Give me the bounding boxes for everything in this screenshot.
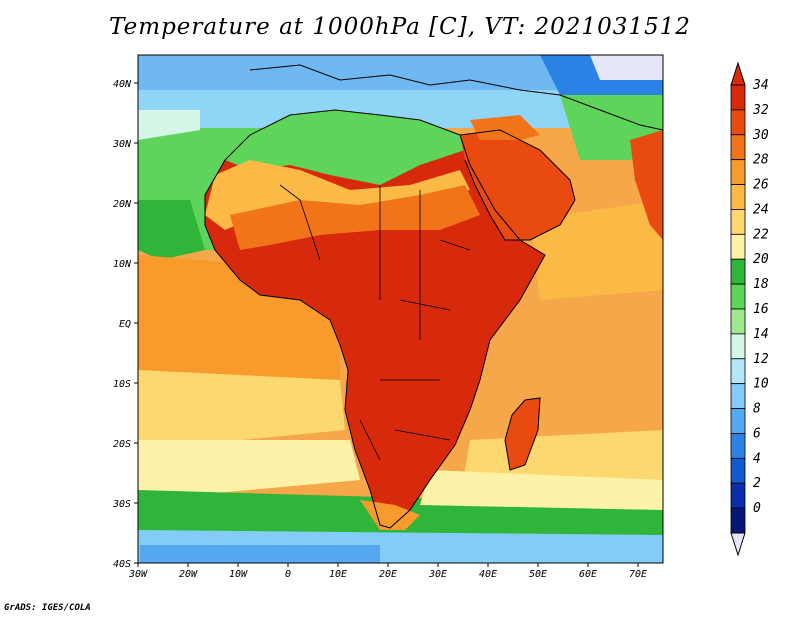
- x-tick-label: 20W: [179, 569, 198, 580]
- x-tick-label: 50E: [529, 569, 547, 580]
- x-axis-labels: 30W 20W 10W 0 10E 20E 30E 40E 50E 60E 70…: [128, 569, 647, 580]
- x-tick-label: 70E: [629, 569, 647, 580]
- x-tick-label: 10E: [329, 569, 347, 580]
- atlantic-green: [138, 200, 205, 260]
- colorbar-swatch: [730, 159, 746, 185]
- africa-coast: [204, 109, 546, 529]
- x-tick-label: 30W: [128, 569, 148, 580]
- map-title: Temperature at 1000hPa [C], VT: 20210315…: [109, 14, 691, 40]
- sahara-orange: [205, 160, 470, 230]
- y-tick-label: 40N: [113, 79, 132, 90]
- colorbar-swatch: [730, 184, 746, 210]
- colorbar-label: 30: [752, 128, 769, 143]
- atlantic-cool: [138, 110, 200, 140]
- colorbar-swatch: [730, 233, 746, 260]
- colorbar-swatch: [730, 258, 746, 285]
- colorbar-swatch: [730, 383, 746, 409]
- y-tick-label: 30S: [112, 499, 131, 510]
- footer-credit: GrADS: IGES/COLA: [4, 603, 91, 613]
- colorbar-label: 24: [753, 202, 769, 217]
- colorbar-swatch: [730, 457, 746, 484]
- x-tick-label: 60E: [579, 569, 597, 580]
- colorbar-swatch: [730, 433, 746, 459]
- colorbar-label: 20: [753, 252, 769, 267]
- madagascar-hot: [505, 398, 540, 470]
- y-tick-label: 30N: [112, 139, 132, 150]
- colorbar-label: 10: [753, 377, 769, 392]
- colorbar-label: 12: [753, 352, 769, 367]
- map-frame: [137, 54, 664, 564]
- colorbar-swatch: [730, 308, 746, 335]
- x-tick-label: 30E: [428, 569, 447, 580]
- levant-orange: [470, 115, 540, 140]
- x-tick-label: 10W: [229, 569, 248, 580]
- colorbar-swatch: [730, 134, 746, 161]
- sahel-orange: [230, 185, 480, 250]
- x-tick-label: 40E: [479, 569, 497, 580]
- colorbar-swatch: [730, 408, 746, 434]
- axis-tick-marks: [134, 82, 639, 567]
- x-tick-label: 0: [285, 569, 291, 580]
- asia-coldest: [590, 55, 663, 80]
- colorbar-swatch: [730, 209, 746, 235]
- y-tick-label: 40S: [113, 559, 131, 570]
- colorbar-swatch: [730, 283, 746, 310]
- colorbar-label: 6: [753, 426, 761, 441]
- south-atlantic-pale: [138, 440, 360, 500]
- y-tick-label: 20S: [113, 439, 131, 450]
- colorbar-swatch: [730, 333, 746, 360]
- north-africa-green: [225, 110, 465, 185]
- y-tick-label: EQ: [119, 319, 131, 330]
- y-tick-label: 10S: [113, 379, 131, 390]
- colorbar-swatch: [730, 358, 746, 385]
- colorbar-label: 4: [753, 451, 761, 466]
- x-tick-label: 20E: [379, 569, 397, 580]
- colorbar-label: 8: [753, 402, 761, 417]
- colorbar-swatch: [730, 84, 746, 111]
- arabian-sea: [530, 200, 663, 300]
- colorbar-swatch: [730, 109, 746, 136]
- southern-blue-band: [140, 545, 380, 563]
- country-borders: [279, 184, 471, 461]
- temperature-field: [138, 55, 663, 563]
- colorbar-top-arrow: [730, 61, 746, 86]
- colorbar-label: 22: [753, 227, 769, 242]
- colorbar-label: 14: [753, 327, 769, 342]
- y-tick-label: 20N: [113, 199, 132, 210]
- colorbar-segments: [730, 84, 746, 534]
- colorbar-swatch: [730, 482, 746, 509]
- colorbar-label: 32: [752, 103, 769, 118]
- colorbar-label: 0: [753, 501, 761, 516]
- madagascar-coast: [504, 397, 541, 471]
- colorbar-label: 16: [753, 302, 769, 317]
- y-axis-labels: 40N 30N 20N 10N EQ 10S 20S 30S 40S: [112, 79, 132, 570]
- y-tick-label: 10N: [113, 259, 132, 270]
- colorbar-label: 26: [753, 178, 769, 193]
- south-atlantic-yellow: [138, 370, 345, 450]
- colorbar-label: 18: [753, 277, 769, 292]
- arabia-coast: [459, 129, 576, 241]
- south-indian-pale: [420, 470, 663, 510]
- colorbar-label: 2: [753, 476, 761, 491]
- colorbar-swatch: [730, 507, 746, 534]
- europe-coast: [249, 64, 663, 131]
- colorbar-label: 28: [753, 153, 769, 168]
- india-hot: [630, 130, 663, 240]
- colorbar-label: 34: [752, 78, 769, 93]
- coastlines: [204, 64, 663, 529]
- colorbar-bottom-arrow: [730, 532, 746, 557]
